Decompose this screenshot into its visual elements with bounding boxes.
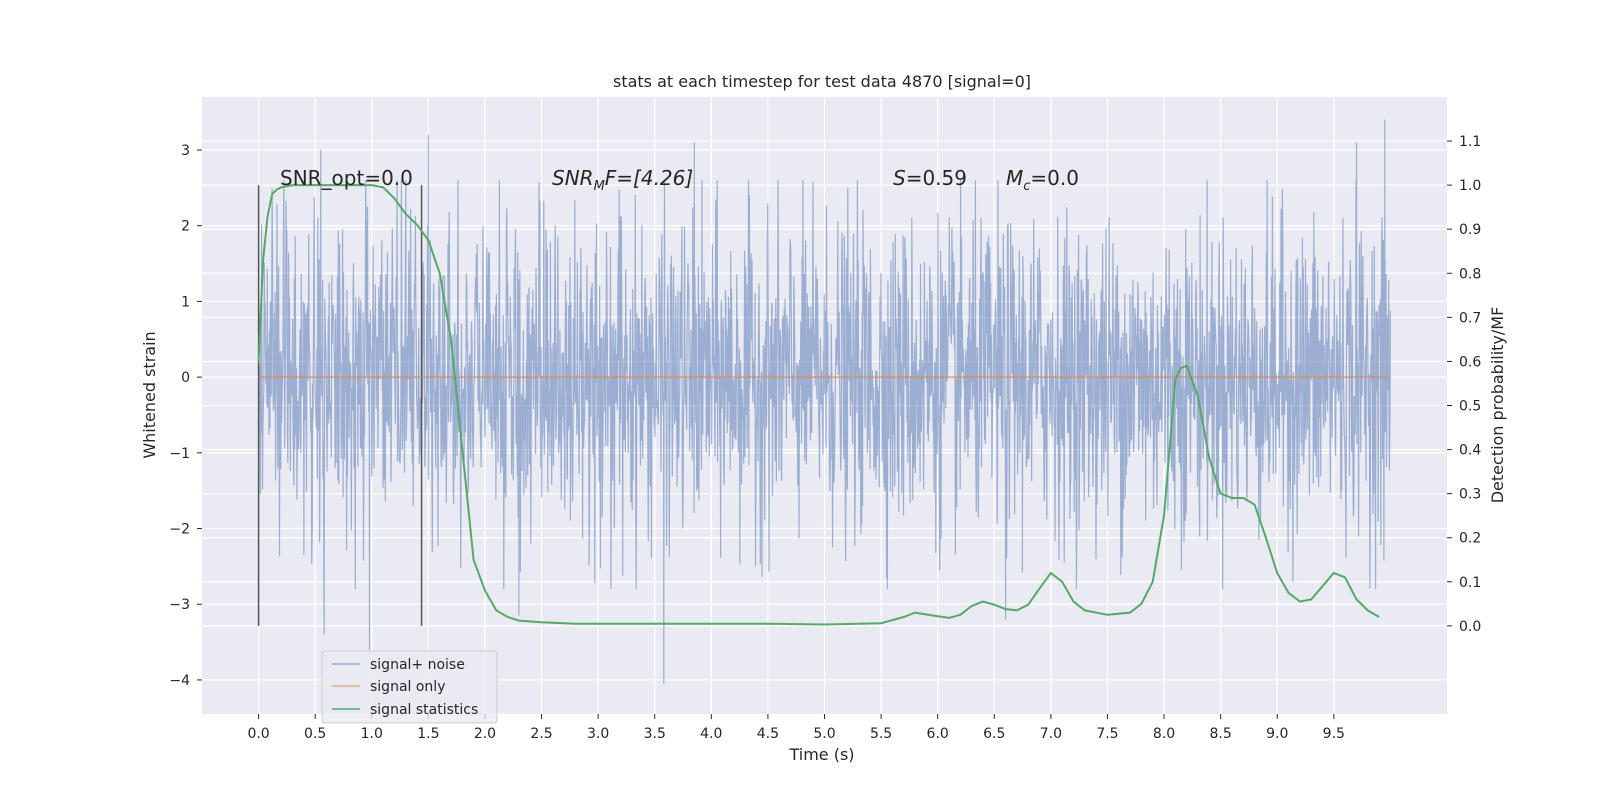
x-tick-label: 2.0 (474, 726, 496, 742)
annotation-snr-opt: SNR_opt=0.0 (280, 166, 413, 190)
x-tick-label: 6.5 (983, 726, 1005, 742)
y2-tick-label: 0.6 (1459, 354, 1481, 370)
annotation-snr-mf: SNRMF=[4.26] (552, 166, 693, 194)
legend-label-noise: signal+ noise (370, 657, 465, 673)
y2-tick-label: 0.1 (1459, 575, 1481, 591)
tick-labels: 0.0 0.5 1.0 1.5 2.0 2.5 3.0 3.5 4.0 4.5 5.0 5.5 6.0 6… (169, 134, 1481, 742)
y-axis-label: Whitened strain (140, 331, 159, 458)
signal-statistics-line (257, 184, 1380, 626)
y2-tick-label: 0.8 (1459, 266, 1481, 282)
y-tick-label: 2 (181, 219, 190, 235)
y2-tick-label: 0.9 (1459, 222, 1481, 238)
annotation-snr-mf-rest: F=[4.26] (605, 166, 693, 190)
legend-label-signal: signal only (370, 679, 445, 695)
y-tick-label: −2 (169, 522, 190, 538)
x-tick-label: 5.5 (870, 726, 892, 742)
y2-tick-label: 1.0 (1459, 178, 1481, 194)
y2-tick-label: 0.7 (1459, 310, 1481, 326)
annotation-snr-mf-sub: M (594, 179, 605, 194)
x-tick-label: 7.0 (1040, 726, 1062, 742)
y-tick-label: −4 (169, 673, 190, 689)
y2-tick-label: 1.1 (1459, 134, 1481, 150)
y2-tick-label: 0.2 (1459, 531, 1481, 547)
y-tick-label: 0 (181, 370, 190, 386)
x-tick-label: 9.0 (1266, 726, 1288, 742)
annotation-mc-base: M (1006, 166, 1023, 190)
y-tick-label: 3 (181, 143, 190, 159)
annotation-s-label: S (893, 166, 906, 190)
x-tick-label: 4.0 (700, 726, 722, 742)
legend-label-stats: signal statistics (370, 702, 478, 718)
x-tick-label: 4.5 (757, 726, 779, 742)
annotation-mc: Mc=0.0 (1006, 166, 1079, 194)
annotation-mc-value: =0.0 (1030, 166, 1079, 190)
y2-tick-label: 0.4 (1459, 443, 1481, 459)
y2-tick-label: 0.3 (1459, 487, 1481, 503)
x-tick-label: 3.0 (587, 726, 609, 742)
noise-series (258, 119, 1391, 684)
x-tick-label: 1.0 (361, 726, 383, 742)
vertical-markers (257, 185, 423, 626)
x-axis-label: Time (s) (788, 745, 854, 764)
x-tick-label: 6.0 (927, 726, 949, 742)
legend-box (321, 650, 498, 724)
y2-tick-label: 0.5 (1459, 399, 1481, 415)
x-tick-label: 2.5 (530, 726, 552, 742)
signal-statistics-series (257, 184, 1380, 626)
y-tick-label: 1 (181, 294, 190, 310)
x-tick-label: 1.5 (417, 726, 439, 742)
annotation-s-value: =0.59 (906, 166, 967, 190)
annotation-mc-sub: c (1023, 179, 1030, 194)
annotation-snr-mf-base: SNR (552, 166, 594, 190)
chart-title: stats at each timestep for test data 487… (613, 72, 1031, 91)
x-tick-label: 7.5 (1096, 726, 1118, 742)
legend: signal+ noise signal only signal statist… (321, 650, 498, 724)
noise-trace (258, 119, 1391, 684)
y2-tick-label: 0.0 (1459, 619, 1481, 635)
x-tick-label: 0.0 (247, 726, 269, 742)
y-tick-label: −1 (169, 446, 190, 462)
x-tick-label: 9.5 (1323, 726, 1345, 742)
y2-axis-label: Detection probability/MF (1488, 307, 1507, 504)
x-tick-label: 8.0 (1153, 726, 1175, 742)
y-tick-label: −3 (169, 597, 190, 613)
x-tick-label: 3.5 (644, 726, 666, 742)
x-tick-label: 8.5 (1210, 726, 1232, 742)
annotation-s: S=0.59 (893, 166, 967, 190)
x-tick-label: 5.0 (813, 726, 835, 742)
x-tick-label: 0.5 (304, 726, 326, 742)
